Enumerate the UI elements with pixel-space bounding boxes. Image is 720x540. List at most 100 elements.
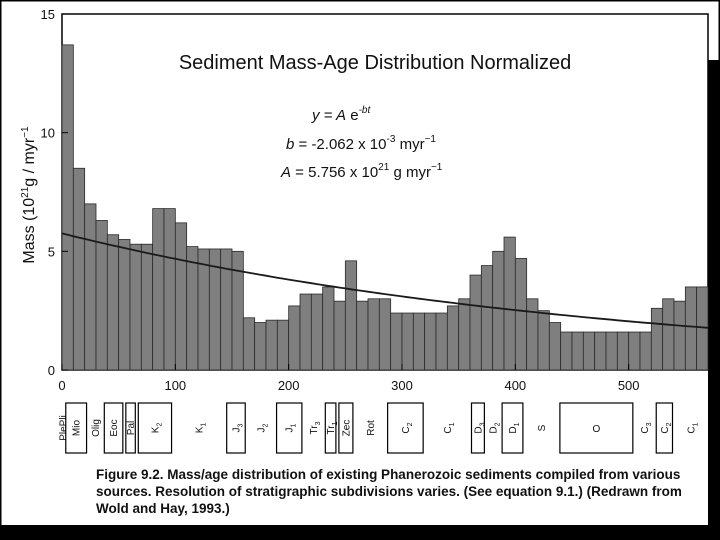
bar-520 [650,307,664,371]
y-tick-label: 10 [41,126,55,141]
x-tick-label: 500 [618,378,640,393]
strat-unit: K2 [137,402,173,454]
bar-370 [480,265,494,371]
bar-100 [174,222,188,371]
bottom-dark-edge [0,525,720,540]
bar-390 [503,236,516,371]
bar-290 [390,312,403,371]
chart-plot-area: 0 100 200 300 400 500 0 5 10 15 [41,7,709,393]
y-axis-ticks: 0 5 10 15 [41,7,68,378]
exponential-fit-curve [61,232,709,329]
bar-260 [356,300,369,371]
strat-unit: Eoc [103,402,124,454]
bar-540 [673,300,686,371]
strat-unit: D2 [489,422,502,433]
eq-a-unit-exp: −1 [431,162,443,173]
bar-480 [605,331,618,371]
strat-unit-box [65,402,88,454]
strat-unit: J1 [275,402,303,454]
bar-40 [106,234,120,371]
strat-unit-box [103,402,124,454]
strat-unit-label: J1 [285,423,298,432]
strat-unit-label: Tr3 [309,421,322,434]
strat-unit-label: D3 [473,422,486,433]
strat-unit: Tr1 [324,402,339,454]
bar-280 [378,298,392,371]
y-tick-label: 5 [48,244,55,259]
bar-310 [412,312,426,371]
strat-unit-label: D1 [508,422,521,433]
eq-b-unit: myr [395,136,424,153]
bar-560 [696,286,709,371]
caption-text: Mass/age distribution of existing Phaner… [96,467,682,516]
bar-470 [594,331,607,371]
bars-group [61,44,709,371]
eq-a-label: A [280,164,291,181]
strat-unit-label: C2 [660,422,673,433]
equation-line-3: A = 5.756 x 1021 g myr−1 [280,162,443,181]
eq-a-exp: 21 [378,162,390,173]
bar-460 [582,331,596,371]
bar-240 [333,300,346,371]
bar-550 [684,286,698,371]
bar-360 [469,274,482,371]
strat-unit: Tr3 [309,421,322,434]
x-tick-label: 400 [504,378,526,393]
bar-300 [401,312,414,371]
strat-unit: J2 [256,423,269,432]
y-tick-label: 0 [48,363,55,378]
strat-unit: S [537,424,548,431]
y-tick-label: 15 [41,7,55,22]
bar-420 [537,310,550,371]
strat-unit: Olig [91,419,102,437]
bar-200 [288,305,301,371]
equation-block: y = A e-bt b = -2.062 x 10-3 myr−1 A = 5… [280,105,443,181]
strat-unit-label: J3 [232,423,245,432]
eq-y: y = [311,107,336,124]
strat-unit-box [125,402,136,454]
strat-unit-box [501,402,524,454]
equation-line-2: b = -2.062 x 10-3 myr−1 [286,134,436,153]
bar-440 [560,331,573,371]
bar-510 [639,331,652,371]
strat-unit-label: Eoc [109,419,120,436]
bar-120 [197,248,210,371]
bar-210 [299,293,312,371]
bar-400 [514,258,528,371]
strat-unit: D1 [501,402,524,454]
eq-e: e [346,107,359,124]
strat-unit-box [338,402,354,454]
strat-unit-label: Mio [72,420,83,437]
strat-unit: Mio [65,402,88,454]
bar-80 [152,208,165,371]
bar-150 [231,250,244,371]
strat-unit-box [655,402,674,454]
strat-unit-label: K2 [150,423,163,434]
bar-450 [571,331,584,371]
strat-unit-label: O [592,424,600,435]
bar-20 [84,203,97,371]
strat-unit-box [137,402,173,454]
strat-unit: Pal [125,402,137,454]
strat-unit-label: Rot [366,420,377,436]
strat-unit-box [470,402,485,454]
strat-unit-box [226,402,246,454]
strat-unit: O [559,402,634,454]
bar-530 [662,298,675,371]
figure-caption: Figure 9.2. Mass/age distribution of exi… [96,466,696,517]
x-tick-label: 100 [164,378,186,393]
strat-unit-label: C2 [401,422,414,433]
x-tick-label: 0 [58,378,65,393]
bar-180 [265,319,278,371]
eq-a: A [335,107,346,124]
strat-unit-label: C1 [443,422,456,433]
strat-unit-box [387,402,424,454]
bar-430 [548,322,562,371]
bar-0 [61,44,74,371]
bar-160 [242,317,256,371]
eq-b-unit-exp: −1 [425,134,437,145]
equation-line-1: y = A e-bt [311,105,371,124]
strat-unit: C1 [687,422,700,433]
strat-unit: Zec [338,402,354,454]
